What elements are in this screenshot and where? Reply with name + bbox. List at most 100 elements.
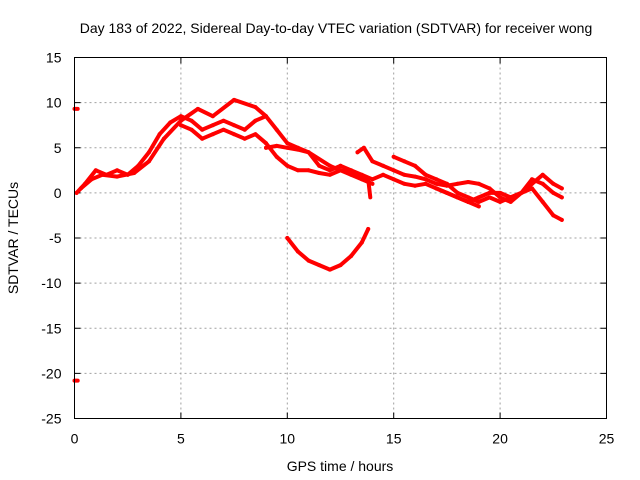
y-tick-label: -20	[41, 365, 61, 381]
data-point	[370, 181, 375, 186]
data-point	[274, 127, 279, 132]
data-point	[295, 249, 300, 254]
data-point	[210, 132, 215, 137]
data-point	[338, 163, 343, 168]
data-point	[242, 136, 247, 141]
data-point	[487, 186, 492, 191]
y-tick-label: -25	[41, 411, 61, 427]
data-point	[366, 227, 371, 231]
data-point	[551, 213, 556, 218]
series-track-4	[264, 143, 481, 209]
data-point	[264, 141, 268, 146]
data-point	[530, 186, 534, 191]
data-point	[361, 145, 366, 150]
data-point	[530, 181, 534, 186]
data-point	[295, 168, 300, 173]
data-point	[327, 168, 332, 173]
data-point	[306, 150, 311, 155]
data-point	[115, 168, 120, 173]
data-point	[498, 199, 503, 204]
data-point	[508, 195, 513, 200]
data-point	[551, 181, 556, 186]
y-tick-label: -10	[41, 275, 61, 291]
y-axis: -25 -20 -15 -10 -5 0 5 10 15	[41, 50, 607, 427]
data-point	[370, 159, 375, 164]
data-point	[338, 263, 343, 268]
data-point	[338, 168, 343, 173]
data-point	[434, 186, 439, 191]
data-point	[115, 174, 120, 179]
data-point	[168, 120, 173, 125]
data-point	[210, 114, 215, 119]
data-point	[317, 171, 322, 175]
data-point	[349, 168, 354, 173]
series-marker-3	[366, 177, 373, 200]
data-point	[423, 172, 428, 177]
x-tick-label: 0	[71, 431, 79, 447]
data-point	[147, 150, 151, 155]
data-point	[355, 150, 360, 155]
data-point	[253, 132, 258, 137]
data-point	[295, 147, 300, 152]
data-point	[559, 186, 564, 191]
data-point	[285, 141, 290, 146]
data-point	[551, 190, 556, 195]
data-point	[327, 267, 332, 272]
data-point	[487, 195, 492, 200]
data-point	[232, 97, 237, 102]
data-point	[391, 168, 396, 173]
data-point	[359, 172, 364, 177]
x-tick-label: 5	[177, 431, 185, 447]
data-point	[147, 159, 151, 164]
data-point	[242, 127, 247, 132]
data-point	[349, 172, 354, 177]
data-point	[381, 172, 386, 177]
data-point	[195, 106, 200, 111]
data-point	[476, 181, 481, 186]
data-point	[349, 254, 354, 258]
data-point	[530, 177, 534, 182]
data-point	[444, 190, 449, 195]
data-point	[413, 163, 417, 168]
series-track-5	[285, 227, 371, 272]
data-point	[200, 127, 205, 132]
data-point	[253, 105, 258, 110]
data-point	[423, 181, 428, 186]
chart-title: Day 183 of 2022, Sidereal Day-to-day VTE…	[80, 20, 593, 36]
data-point	[74, 190, 79, 195]
data-point	[466, 180, 471, 184]
data-point	[178, 123, 183, 128]
data-point	[476, 195, 481, 200]
data-point	[78, 186, 83, 191]
data-point	[498, 190, 503, 195]
data-point	[402, 181, 407, 186]
data-point	[359, 177, 364, 182]
data-point	[466, 195, 471, 200]
y-tick-label: -5	[49, 230, 62, 246]
data-point	[391, 177, 396, 182]
data-point	[264, 145, 268, 150]
data-point	[285, 236, 290, 240]
data-point	[285, 145, 290, 150]
data-point	[285, 163, 290, 168]
data-point	[306, 168, 311, 173]
data-point	[434, 177, 439, 182]
data-point	[381, 163, 386, 168]
data-point	[210, 123, 215, 128]
series-track-3	[178, 123, 375, 186]
data-point	[232, 132, 237, 137]
data-point	[274, 143, 279, 148]
data-point	[402, 159, 407, 164]
data-point	[100, 172, 105, 177]
data-point	[327, 163, 332, 168]
data-point	[161, 136, 166, 141]
data-point	[444, 181, 449, 186]
data-point	[317, 263, 322, 268]
x-tick-label: 20	[492, 431, 508, 447]
data-point	[317, 163, 322, 168]
y-tick-label: -15	[41, 320, 61, 336]
data-point	[327, 172, 332, 177]
data-point	[466, 199, 471, 204]
plot-frame	[74, 57, 607, 419]
data-point	[178, 114, 183, 119]
